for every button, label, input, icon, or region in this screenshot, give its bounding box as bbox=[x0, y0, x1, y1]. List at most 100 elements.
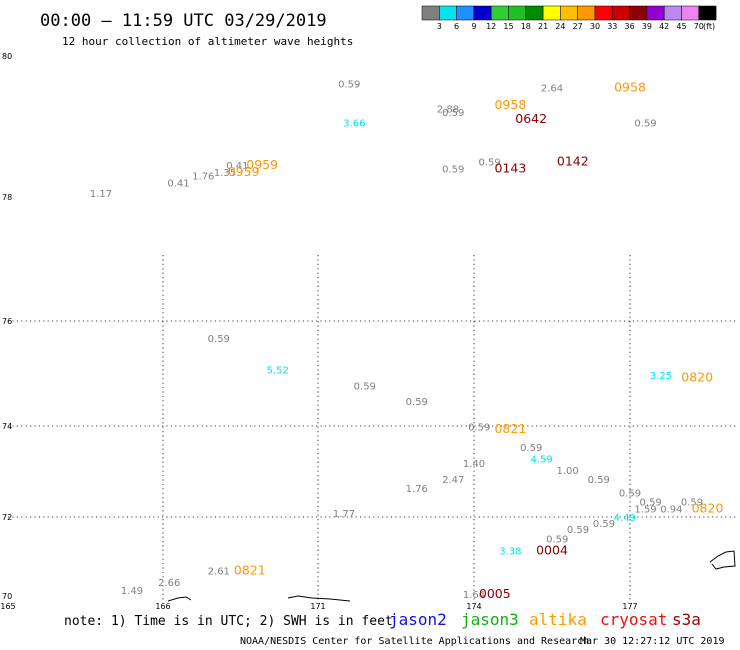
time-labels: 0958064209580959095901420143082008210820… bbox=[228, 79, 724, 601]
swh-point-label: 0.59 bbox=[442, 108, 464, 119]
chart-title: 00:00 – 11:59 UTC 03/29/2019 bbox=[40, 11, 327, 31]
swh-points: 0.592.880.592.640.593.660.590.591.350.41… bbox=[90, 80, 703, 601]
swh-point-label: 0.59 bbox=[681, 498, 703, 509]
coastline bbox=[167, 550, 736, 602]
colorbar-swatch bbox=[681, 5, 700, 21]
time-label: 0821 bbox=[494, 421, 526, 436]
swh-point-label: 0.94 bbox=[660, 504, 682, 515]
coastline-path bbox=[167, 550, 736, 602]
colorbar-value: 36 bbox=[625, 22, 635, 31]
swh-point-label: 0.59 bbox=[619, 489, 641, 500]
colorbar-swatch bbox=[421, 5, 440, 21]
swh-point-label: 0.59 bbox=[546, 535, 568, 546]
swh-point-label: 1.17 bbox=[90, 189, 112, 200]
swh-point-label: 1.00 bbox=[556, 466, 578, 477]
colorbar-swatch bbox=[629, 5, 648, 21]
swh-point-label: 4.49 bbox=[614, 513, 636, 524]
swh-point-label: 0.59 bbox=[593, 519, 615, 530]
swh-point-label: 1.35 bbox=[214, 168, 236, 179]
swh-point-label: 0.59 bbox=[442, 164, 464, 175]
time-label: 0821 bbox=[234, 562, 266, 577]
colorbar-value: 30 bbox=[590, 22, 600, 31]
colorbar-value: 21 bbox=[538, 22, 548, 31]
swh-point-label: 0.59 bbox=[640, 498, 662, 509]
swh-point-label: 0.59 bbox=[588, 475, 610, 486]
swh-point-label: 1.64 bbox=[463, 590, 485, 601]
colorbar-swatch bbox=[525, 5, 544, 21]
note-text: note: 1) Time is in UTC; 2) SWH is in fe… bbox=[64, 614, 393, 629]
swh-point-label: 3.38 bbox=[499, 547, 521, 558]
lat-tick-label: 80 bbox=[2, 52, 12, 61]
swh-point-label: 0.41 bbox=[226, 161, 248, 172]
time-label: 0004 bbox=[536, 543, 568, 558]
lat-tick-label: 74 bbox=[2, 422, 12, 431]
time-label: 0142 bbox=[557, 153, 589, 168]
swh-point-label: 0.59 bbox=[468, 423, 490, 434]
colorbar-swatch bbox=[490, 5, 509, 21]
time-label: 0820 bbox=[681, 369, 713, 384]
satellite-legend: jason2 jason3 altika cryosat s3a bbox=[389, 610, 701, 629]
colorbar-value: 3 bbox=[437, 22, 442, 31]
colorbar-value: 70 bbox=[694, 22, 704, 31]
colorbar-swatch bbox=[560, 5, 578, 21]
footer-org: NOAA/NESDIS Center for Satellite Applica… bbox=[240, 636, 589, 647]
swh-point-label: 0.59 bbox=[634, 119, 656, 130]
colorbar-swatch bbox=[456, 5, 475, 21]
lon-tick-label: 165 bbox=[0, 602, 15, 611]
time-label: 0958 bbox=[614, 79, 646, 94]
lon-tick-label: 166 bbox=[155, 602, 170, 611]
time-label: 0143 bbox=[494, 160, 526, 175]
time-label: 0642 bbox=[515, 111, 547, 126]
swh-point-label: 0.59 bbox=[208, 334, 230, 345]
swh-point-label: 2.66 bbox=[158, 578, 180, 589]
lat-tick-label: 70 bbox=[2, 592, 12, 601]
swh-point-label: 4.59 bbox=[530, 454, 552, 465]
colorbar-value: 39 bbox=[642, 22, 652, 31]
colorbar-unit: (ft) bbox=[703, 22, 715, 31]
colorbar-value: 24 bbox=[555, 22, 565, 31]
satellite-s3a-label: s3a bbox=[672, 610, 701, 629]
lon-tick-label: 177 bbox=[622, 602, 637, 611]
swh-point-label: 0.59 bbox=[354, 381, 376, 392]
colorbar-swatch bbox=[612, 5, 630, 21]
colorbar-swatch bbox=[439, 5, 457, 21]
swh-point-label: 2.88 bbox=[437, 104, 459, 115]
colorbar-value: 42 bbox=[659, 22, 669, 31]
colorbar-swatch bbox=[473, 5, 492, 21]
lat-tick-label: 76 bbox=[2, 317, 12, 326]
map-grid bbox=[8, 255, 736, 600]
colorbar-value: 9 bbox=[471, 22, 476, 31]
satellite-altika-label: altika bbox=[529, 610, 587, 629]
time-label: 0959 bbox=[228, 164, 260, 179]
swh-point-label: 0.59 bbox=[520, 443, 542, 454]
colorbar-value: 6 bbox=[454, 22, 459, 31]
swh-point-label: 0.59 bbox=[338, 80, 360, 91]
lon-tick-label: 171 bbox=[310, 602, 325, 611]
colorbar-value: 27 bbox=[573, 22, 583, 31]
swh-point-label: 3.25 bbox=[650, 371, 672, 382]
colorbar-swatch bbox=[594, 5, 613, 21]
colorbar-swatch bbox=[508, 5, 527, 21]
colorbar-swatch bbox=[577, 5, 596, 21]
time-label: 0005 bbox=[479, 586, 511, 601]
chart-subtitle: 12 hour collection of altimeter wave hei… bbox=[62, 35, 353, 48]
colorbar-swatch bbox=[542, 5, 561, 21]
swh-point-label: 2.61 bbox=[208, 566, 230, 577]
swh-point-label: 1.77 bbox=[333, 509, 355, 520]
swh-point-label: 3.66 bbox=[343, 119, 365, 130]
colorbar-value: 18 bbox=[521, 22, 531, 31]
colorbar-swatch bbox=[663, 5, 682, 21]
time-label: 0958 bbox=[494, 97, 526, 112]
swh-point-label: 1.76 bbox=[406, 484, 428, 495]
colorbar-swatch bbox=[646, 5, 665, 21]
colorbar-value: 12 bbox=[486, 22, 496, 31]
time-label: 0959 bbox=[246, 157, 278, 172]
colorbar-legend: 3 6 9 12 15 18 21 24 27 30 33 36 39 42 45 70 (ft) bbox=[421, 5, 717, 31]
colorbar-value: 45 bbox=[676, 22, 686, 31]
colorbar-value: 33 bbox=[607, 22, 617, 31]
swh-point-label: 2.64 bbox=[541, 83, 563, 94]
swh-point-label: 0.59 bbox=[406, 397, 428, 408]
swh-point-label: 2.47 bbox=[442, 475, 464, 486]
